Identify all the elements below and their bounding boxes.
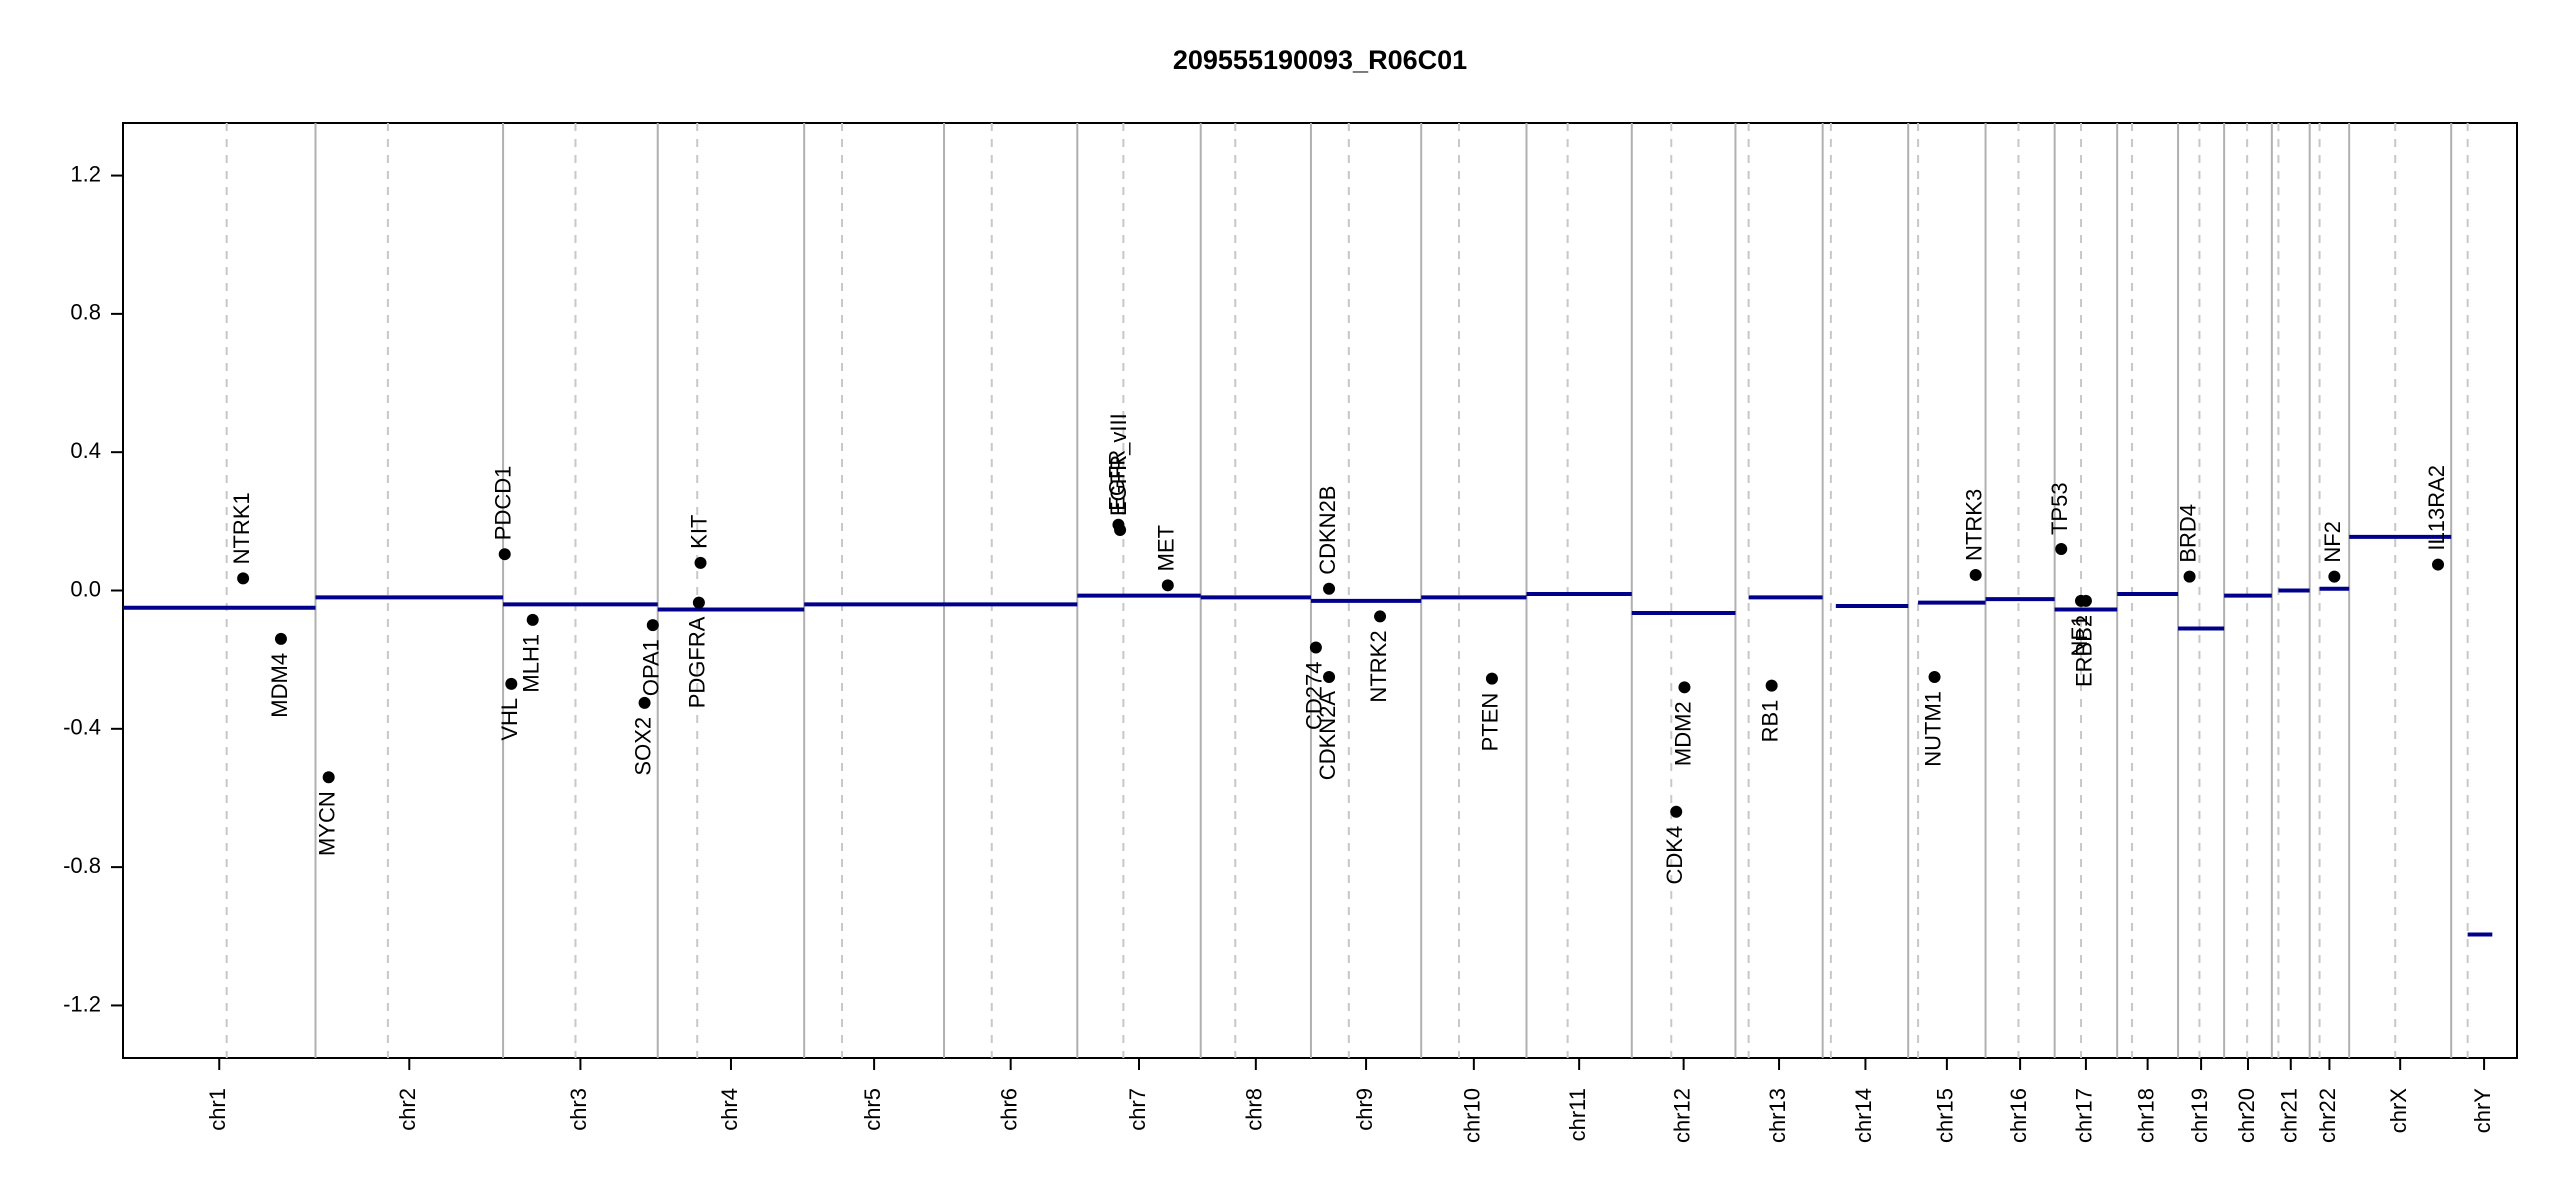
chromosome-label: chr12 bbox=[1669, 1088, 1694, 1143]
gene-point bbox=[1309, 641, 1322, 654]
chromosome-label: chr2 bbox=[395, 1088, 420, 1131]
chromosome-label: chrX bbox=[2386, 1088, 2411, 1134]
gene-label: PTEN bbox=[1478, 693, 1503, 752]
gene-label: ERBB2 bbox=[2072, 615, 2097, 687]
gene-label: MDM4 bbox=[267, 653, 292, 718]
chromosome-label: chr22 bbox=[2315, 1088, 2340, 1143]
plot-frame bbox=[122, 122, 2518, 1059]
gene-label: MDM2 bbox=[1670, 701, 1695, 766]
chromosome-label: chr20 bbox=[2234, 1088, 2259, 1143]
gene-point bbox=[646, 619, 659, 632]
y-tick-label: 1.2 bbox=[70, 161, 101, 186]
chromosome-label: chr13 bbox=[1765, 1088, 1790, 1143]
y-tick-label: 0.8 bbox=[70, 300, 101, 325]
gene-point bbox=[692, 596, 705, 609]
gene-label: OPA1 bbox=[639, 639, 664, 696]
gene-point bbox=[1485, 672, 1498, 685]
chromosome-label: chr6 bbox=[996, 1088, 1021, 1131]
gene-label: IL13RA2 bbox=[2424, 465, 2449, 551]
chromosome-label: chr1 bbox=[205, 1088, 230, 1131]
gene-point bbox=[1928, 670, 1941, 683]
chromosome-label: chr11 bbox=[1565, 1088, 1590, 1141]
chromosome-label: chr14 bbox=[1851, 1088, 1876, 1143]
chromosome-label: chr19 bbox=[2187, 1088, 2212, 1143]
gene-label: MET bbox=[1154, 525, 1179, 571]
chromosome-label: chr4 bbox=[717, 1088, 742, 1131]
chromosome-label: chr18 bbox=[2133, 1088, 2158, 1143]
gene-point bbox=[2432, 558, 2445, 571]
gene-label: NF1 bbox=[2067, 615, 2092, 657]
gene-label: KIT bbox=[686, 515, 711, 549]
gene-point bbox=[694, 556, 707, 569]
gene-label: VHL bbox=[497, 698, 522, 741]
gene-label: NUTM1 bbox=[1920, 691, 1945, 767]
gene-point bbox=[2079, 594, 2092, 607]
gene-point bbox=[1670, 805, 1683, 818]
gene-point bbox=[2328, 570, 2341, 583]
chromosome-label: chr7 bbox=[1125, 1088, 1150, 1131]
y-tick-label: -0.8 bbox=[63, 853, 101, 878]
gene-label: CDK4 bbox=[1662, 826, 1687, 885]
chromosome-label: chrY bbox=[2470, 1088, 2495, 1134]
y-tick-label: 0.4 bbox=[70, 438, 101, 463]
gene-point bbox=[1323, 582, 1336, 595]
gene-label: TP53 bbox=[2047, 482, 2072, 535]
chromosome-label: chr15 bbox=[1933, 1088, 1958, 1143]
gene-label: PDGFRA bbox=[685, 616, 710, 708]
gene-label: MLH1 bbox=[519, 634, 544, 693]
gene-point bbox=[2055, 543, 2068, 556]
gene-label: NF2 bbox=[2320, 521, 2345, 563]
gene-point bbox=[1969, 568, 1982, 581]
gene-label: EGFR bbox=[1104, 450, 1129, 511]
gene-label: PDCD1 bbox=[491, 466, 516, 541]
gene-label: CDKN2B bbox=[1315, 486, 1340, 575]
chromosome-label: chr21 bbox=[2277, 1088, 2302, 1143]
gene-label: SOX2 bbox=[630, 717, 655, 776]
gene-point bbox=[274, 632, 287, 645]
gene-point bbox=[322, 771, 335, 784]
gene-label: BRD4 bbox=[2175, 504, 2200, 563]
chromosome-label: chr5 bbox=[860, 1088, 885, 1131]
gene-point bbox=[237, 572, 250, 585]
chart-title: 209555190093_R06C01 bbox=[1173, 45, 1467, 75]
gene-label: NTRK3 bbox=[1961, 489, 1986, 561]
gene-label: RB1 bbox=[1757, 700, 1782, 743]
gene-point bbox=[2183, 570, 2196, 583]
y-tick-label: 0.0 bbox=[70, 576, 101, 601]
gene-point bbox=[638, 696, 651, 709]
chromosome-label: chr17 bbox=[2072, 1088, 2097, 1143]
gene-label: CDKN2A bbox=[1315, 691, 1340, 781]
chromosome-label: chr8 bbox=[1242, 1088, 1267, 1131]
gene-point bbox=[1161, 579, 1174, 592]
gene-label: MYCN bbox=[314, 791, 339, 856]
gene-label: NTRK2 bbox=[1366, 630, 1391, 702]
gene-point bbox=[1678, 681, 1691, 694]
chromosome-label: chr16 bbox=[2006, 1088, 2031, 1143]
gene-point bbox=[526, 613, 539, 626]
gene-point bbox=[1323, 670, 1336, 683]
gene-point bbox=[1374, 610, 1387, 623]
gene-label: EGFR_vIII bbox=[1106, 413, 1131, 516]
gene-point bbox=[1765, 679, 1778, 692]
gene-label: CD274 bbox=[1302, 662, 1327, 730]
gene-point bbox=[505, 677, 518, 690]
chromosome-label: chr9 bbox=[1352, 1088, 1377, 1131]
gene-point bbox=[498, 548, 511, 561]
chromosome-label: chr3 bbox=[566, 1088, 591, 1131]
y-tick-label: -1.2 bbox=[63, 991, 101, 1016]
chromosome-label: chr10 bbox=[1460, 1088, 1485, 1143]
y-tick-label: -0.4 bbox=[63, 715, 101, 740]
gene-point bbox=[1114, 523, 1127, 536]
gene-label: NTRK1 bbox=[229, 492, 254, 564]
